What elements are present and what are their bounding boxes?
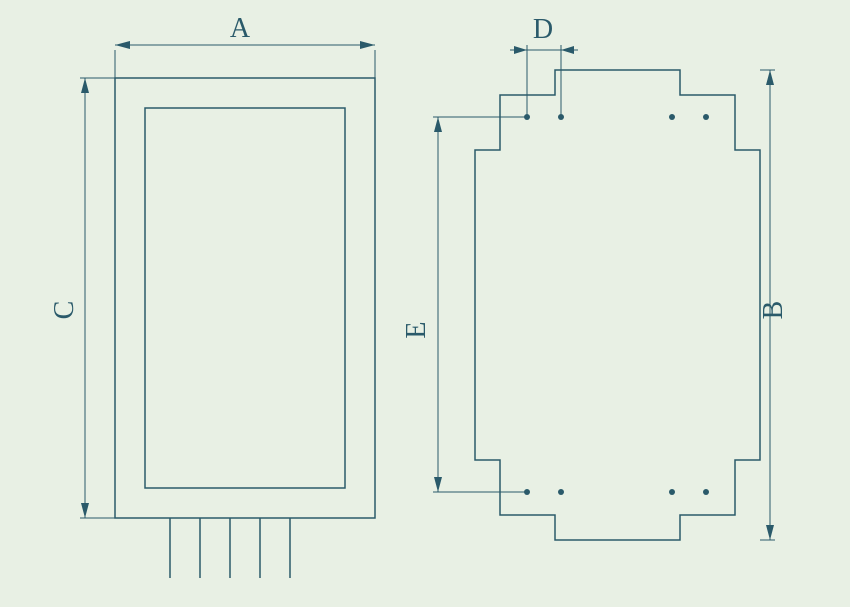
label-d: D — [533, 14, 553, 45]
pin-dot — [669, 489, 675, 495]
label-e: E — [401, 321, 432, 338]
dimension-a: A — [115, 13, 375, 78]
right-view — [475, 70, 760, 540]
technical-drawing: A C D E B — [0, 0, 850, 607]
pin-dot — [558, 489, 564, 495]
left-view — [115, 78, 375, 578]
dimension-d: D — [510, 14, 578, 117]
left-inner-rect — [145, 108, 345, 488]
pin-dot — [669, 114, 675, 120]
pin-dot — [703, 114, 709, 120]
dimension-e: E — [401, 117, 527, 492]
dimension-c: C — [49, 78, 115, 518]
pins-group — [170, 518, 290, 578]
right-outline — [475, 70, 760, 540]
left-outer-rect — [115, 78, 375, 518]
pin-dot — [703, 489, 709, 495]
dimension-b: B — [758, 70, 789, 540]
label-c: C — [49, 301, 80, 320]
label-a: A — [230, 13, 251, 44]
label-b: B — [758, 301, 789, 320]
